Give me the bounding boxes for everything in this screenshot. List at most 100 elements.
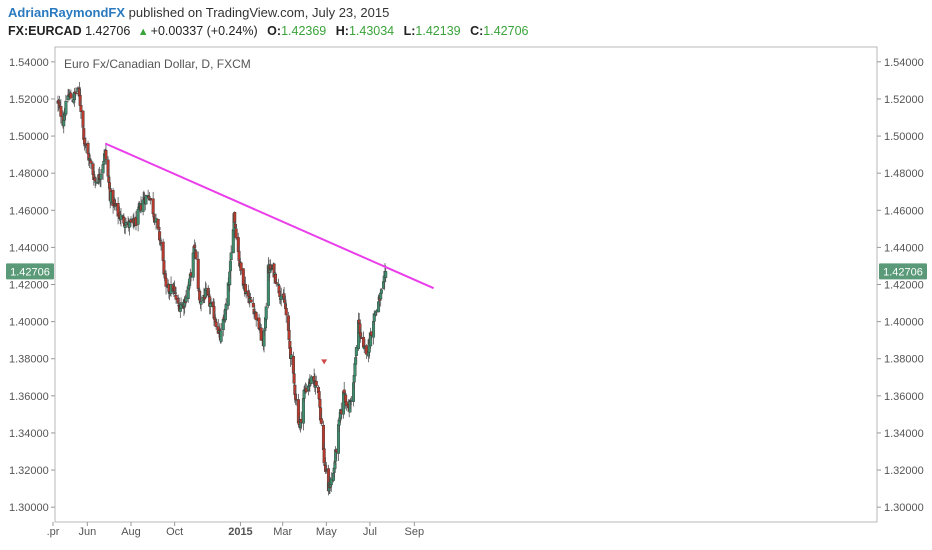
candle-body (324, 465, 328, 472)
candle-body (161, 241, 165, 261)
candle-body (343, 393, 347, 395)
candle-body (164, 277, 168, 287)
candle-body (184, 297, 188, 302)
candle-body (264, 306, 268, 320)
candle-body (74, 92, 78, 95)
y-tick-label-right: 1.50000 (884, 131, 924, 143)
candle-body (107, 176, 111, 183)
candle-body (179, 304, 183, 309)
markers (321, 359, 328, 365)
open-label: O: (267, 24, 282, 38)
candle-body (233, 211, 237, 223)
candle-body (344, 401, 348, 406)
candle-body (377, 301, 381, 313)
candle-body (249, 299, 253, 303)
x-tick-label: Jul (363, 526, 377, 538)
candle-body (119, 214, 123, 220)
candle-body (283, 299, 287, 304)
candle-body (124, 222, 128, 226)
candle-body (322, 448, 326, 464)
candle-body (96, 182, 100, 184)
candle-body (344, 394, 348, 403)
y-tick-label-right: 1.32000 (884, 465, 924, 477)
trendline[interactable] (104, 142, 435, 290)
symbol-label[interactable]: FX:EURCAD (8, 24, 82, 38)
candle-body (93, 177, 97, 182)
y-tick-label-left: 1.42000 (9, 280, 49, 292)
candle-body (239, 262, 243, 271)
publish-info: published on TradingView.com, July 23, 2… (128, 5, 390, 20)
candle-body (342, 389, 346, 394)
candle-body (241, 268, 245, 286)
candle-body (207, 294, 211, 297)
y-tick-label-left: 1.54000 (9, 57, 49, 69)
x-tick-label: Sep (405, 526, 425, 538)
y-tick-label-right: 1.40000 (884, 317, 924, 329)
candle-body (69, 92, 73, 99)
y-axis-left: 1.54000 1.52000 1.50000 1.48000 1.46000 1.440… (9, 57, 55, 514)
candle-body (106, 159, 110, 177)
candle-body (152, 213, 156, 217)
high-label: H: (335, 24, 349, 38)
candle-body (219, 330, 223, 342)
candle-body (188, 278, 192, 286)
open-value: 1.42369 (281, 24, 327, 38)
down-triangle-marker (321, 359, 328, 365)
x-tick-label: Aug (121, 526, 141, 538)
y-tick-label-right: 1.46000 (884, 205, 924, 217)
last-price: 1.42706 (85, 24, 131, 38)
price-badge-text: 1.42706 (883, 266, 923, 278)
x-axis[interactable]: .pr Jun Aug Oct 2015 Mar May Jul Sep (47, 522, 425, 538)
candle-body (354, 357, 358, 365)
price-badge-right: 1.42706 (879, 263, 927, 280)
high-value: 1.43034 (348, 24, 395, 38)
candle-body (279, 295, 283, 301)
ohlc-line: FX:EURCAD 1.42706 ▲ +0.00337 (+0.24%) O:1… (8, 24, 528, 38)
y-tick-label-left: 1.50000 (9, 131, 49, 143)
candle-body (318, 398, 322, 408)
candle-body (243, 283, 247, 294)
candle-body (379, 289, 383, 294)
candle-body (136, 208, 140, 225)
candle-body (88, 159, 92, 161)
candle-body (157, 226, 161, 231)
candle-body (262, 330, 266, 347)
candle-body (352, 382, 356, 402)
price-badge-text: 1.42706 (10, 266, 50, 278)
candle-body (89, 160, 93, 164)
candle-body (357, 319, 361, 324)
candle-body (122, 216, 126, 224)
candle-body (289, 347, 293, 359)
candle-body (79, 105, 83, 112)
candle-body (384, 271, 388, 278)
candle-body (81, 110, 85, 128)
candle-body (102, 160, 106, 165)
candle-body (228, 260, 232, 272)
candle-body (263, 328, 267, 332)
y-axis-right[interactable]: 1.54000 1.52000 1.50000 1.48000 1.46000 1.440… (877, 57, 924, 514)
author-link[interactable]: AdrianRaymondFX (8, 5, 126, 20)
candle-body (284, 307, 288, 316)
candle-body (333, 462, 337, 469)
candle-body (193, 249, 197, 251)
candle-body (194, 251, 198, 259)
candle-body (174, 295, 178, 300)
candle-body (214, 321, 218, 328)
candle-body (108, 182, 112, 189)
candle-body (82, 138, 86, 144)
candle-body (329, 478, 333, 485)
y-tick-label-left: 1.40000 (9, 317, 49, 329)
y-tick-label-right: 1.52000 (884, 94, 924, 106)
candle-body (59, 106, 63, 117)
candle-body (176, 298, 180, 304)
plot-frame (54, 46, 878, 523)
candle-body (348, 401, 352, 413)
candles (56, 82, 388, 496)
candle-body (314, 380, 318, 386)
candle-body (151, 198, 155, 215)
y-tick-label-left: 1.44000 (9, 242, 49, 254)
candle-body (359, 332, 363, 337)
candle-body (291, 355, 295, 374)
candle-body (228, 271, 232, 286)
